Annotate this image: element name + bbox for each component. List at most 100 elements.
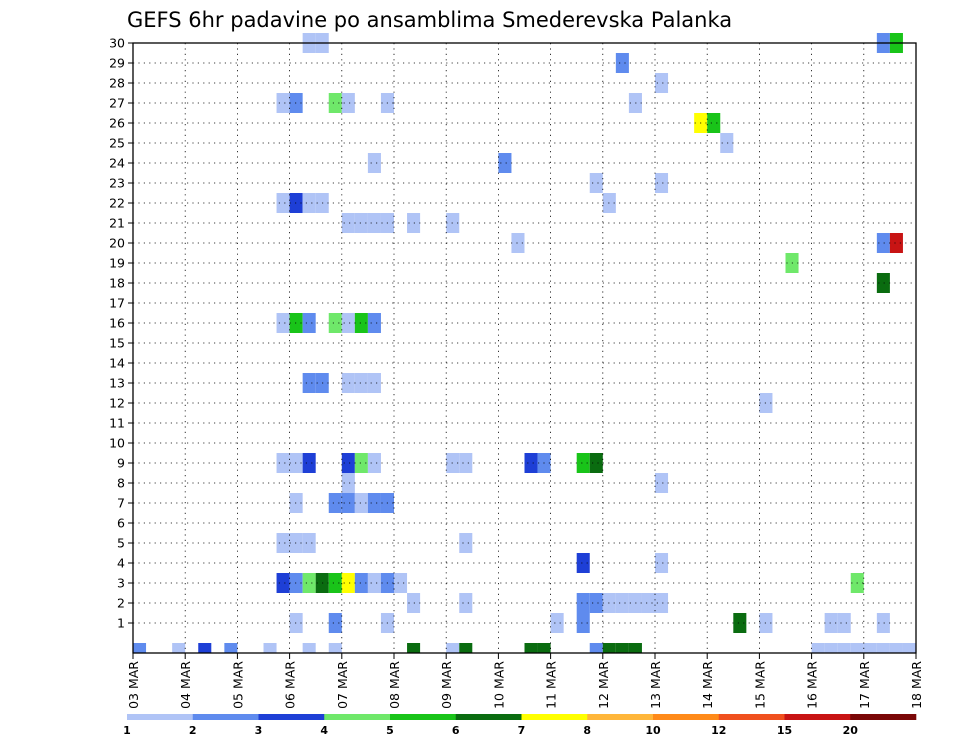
precip-cell bbox=[876, 643, 890, 653]
y-axis: 1234567891011121314151617181920212223242… bbox=[109, 36, 133, 631]
precip-cell bbox=[655, 473, 669, 493]
colorbar-label: 5 bbox=[386, 724, 394, 737]
precip-cell bbox=[341, 93, 355, 113]
precip-cell bbox=[459, 453, 473, 473]
precip-cell bbox=[276, 573, 290, 593]
y-tick-label: 16 bbox=[109, 316, 125, 331]
y-tick-label: 7 bbox=[117, 496, 125, 511]
precip-cell bbox=[328, 613, 342, 633]
y-tick-label: 29 bbox=[109, 56, 125, 71]
precip-cell bbox=[276, 313, 290, 333]
precip-cell bbox=[889, 643, 903, 653]
precip-cell bbox=[302, 533, 316, 553]
precip-cell bbox=[576, 553, 590, 573]
precip-cell bbox=[354, 453, 368, 473]
precip-cell bbox=[850, 643, 864, 653]
precip-cell bbox=[302, 373, 316, 393]
precip-cell bbox=[341, 373, 355, 393]
precip-cell bbox=[407, 593, 421, 613]
plot-frame bbox=[132, 42, 917, 654]
precip-cell bbox=[498, 153, 512, 173]
precip-cell bbox=[198, 643, 212, 653]
precip-cell bbox=[576, 593, 590, 613]
colorbar-label: 3 bbox=[255, 724, 263, 737]
colorbar-swatch bbox=[258, 714, 325, 720]
y-tick-label: 14 bbox=[109, 356, 125, 371]
colorbar-label: 15 bbox=[777, 724, 792, 737]
precip-cell bbox=[328, 313, 342, 333]
precip-cell bbox=[655, 173, 669, 193]
precip-cell bbox=[367, 573, 381, 593]
colorbar-swatch bbox=[784, 714, 851, 720]
precip-cell bbox=[655, 593, 669, 613]
precip-cell bbox=[302, 453, 316, 473]
precip-cell bbox=[602, 643, 616, 653]
x-tick-label: 07 MAR bbox=[335, 661, 350, 709]
y-tick-label: 12 bbox=[109, 396, 125, 411]
precip-cell bbox=[276, 193, 290, 213]
precip-cell bbox=[328, 493, 342, 513]
y-tick-label: 30 bbox=[109, 36, 125, 51]
precip-cell bbox=[733, 613, 747, 633]
precip-cell bbox=[628, 643, 642, 653]
precip-cell bbox=[302, 573, 316, 593]
y-tick-label: 26 bbox=[109, 116, 125, 131]
precip-cell bbox=[550, 613, 564, 633]
y-tick-label: 5 bbox=[117, 536, 125, 551]
precip-cell bbox=[876, 613, 890, 633]
precip-cell bbox=[302, 313, 316, 333]
colorbar-label: 7 bbox=[518, 724, 526, 737]
x-tick-label: 14 MAR bbox=[700, 661, 715, 709]
precip-cell bbox=[341, 573, 355, 593]
precip-cell bbox=[615, 53, 629, 73]
precip-cell bbox=[459, 593, 473, 613]
y-tick-label: 10 bbox=[109, 436, 125, 451]
colorbar-swatch bbox=[521, 714, 588, 720]
y-tick-label: 3 bbox=[117, 576, 125, 591]
y-tick-label: 25 bbox=[109, 136, 125, 151]
x-tick-label: 06 MAR bbox=[283, 661, 298, 709]
y-tick-label: 28 bbox=[109, 76, 125, 91]
precip-cell bbox=[394, 573, 408, 593]
precip-cell bbox=[589, 453, 603, 473]
y-tick-label: 21 bbox=[109, 216, 125, 231]
precip-cell bbox=[707, 113, 721, 133]
precip-cell bbox=[524, 643, 538, 653]
x-tick-label: 13 MAR bbox=[648, 661, 663, 709]
precip-cell bbox=[720, 133, 734, 153]
y-tick-label: 11 bbox=[109, 416, 125, 431]
precip-cell bbox=[302, 643, 316, 653]
y-tick-label: 1 bbox=[117, 616, 125, 631]
precip-cell bbox=[328, 573, 342, 593]
x-axis: 03 MAR 04 MAR 05 MAR 06 MAR 07 MAR 08 MAR 09 M… bbox=[126, 653, 924, 709]
precip-cell bbox=[367, 213, 381, 233]
precip-cell bbox=[302, 193, 316, 213]
precip-cell bbox=[837, 643, 851, 653]
precip-cell bbox=[276, 533, 290, 553]
x-tick-label: 16 MAR bbox=[805, 661, 820, 709]
precip-cell bbox=[341, 453, 355, 473]
precip-cell bbox=[354, 373, 368, 393]
colorbar-label: 12 bbox=[711, 724, 726, 737]
precip-cell bbox=[889, 233, 903, 253]
precip-cell bbox=[589, 593, 603, 613]
y-tick-label: 23 bbox=[109, 176, 125, 191]
y-tick-label: 20 bbox=[109, 236, 125, 251]
precip-cell bbox=[902, 643, 916, 653]
y-tick-label: 17 bbox=[109, 296, 125, 311]
colorbar-swatch bbox=[850, 714, 917, 720]
precip-cell bbox=[354, 313, 368, 333]
y-tick-label: 6 bbox=[117, 516, 125, 531]
precip-cell bbox=[407, 213, 421, 233]
colorbar-swatch bbox=[718, 714, 785, 720]
precip-cell bbox=[824, 643, 838, 653]
precip-cell bbox=[615, 643, 629, 653]
y-tick-label: 15 bbox=[109, 336, 125, 351]
x-tick-label: 11 MAR bbox=[544, 661, 559, 709]
colorbar-label: 2 bbox=[189, 724, 197, 737]
x-tick-label: 03 MAR bbox=[126, 661, 141, 709]
x-tick-label: 08 MAR bbox=[387, 661, 402, 709]
y-tick-label: 22 bbox=[109, 196, 125, 211]
precip-cell bbox=[263, 643, 277, 653]
x-tick-label: 05 MAR bbox=[230, 661, 245, 709]
